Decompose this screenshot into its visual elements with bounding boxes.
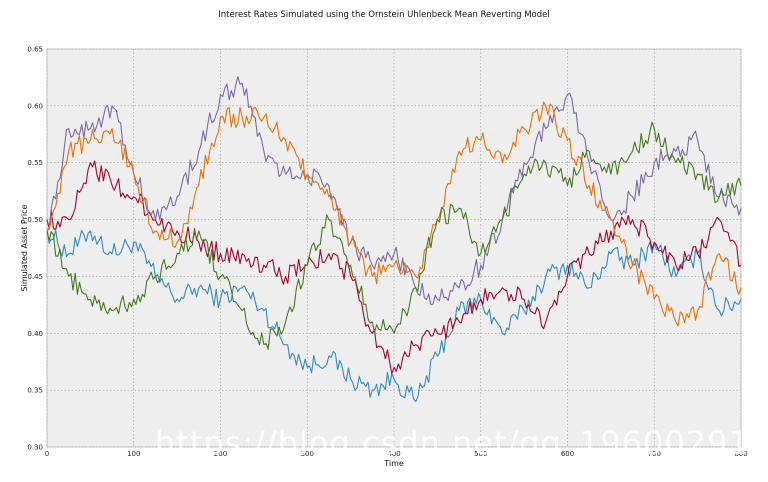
x-tick-label: 400 [387,450,400,458]
watermark-corner: @稀土掘金技术社区 [616,459,742,475]
y-tick-label: 0.55 [27,159,43,167]
grid [46,48,742,448]
series-blue-line [46,229,742,403]
x-tick-label: 300 [301,450,314,458]
y-axis: 0.30 0.35 0.40 0.45 0.50 0.55 0.60 0.65 [27,46,43,452]
series-green-line [46,121,742,350]
x-tick-label: 800 [734,450,747,458]
y-tick-label: 0.40 [27,330,43,338]
x-tick-label: 500 [474,450,487,458]
x-axis-label: Time [383,459,404,468]
y-tick-label: 0.65 [27,46,43,54]
y-tick-label: 0.30 [27,444,43,452]
chart-title: Interest Rates Simulated using the Ornst… [218,10,550,20]
series-layer [46,75,742,403]
x-tick-label: 200 [214,450,227,458]
x-tick-label: 100 [127,450,140,458]
y-tick-label: 0.45 [27,273,43,281]
x-tick-label: 0 [45,450,49,458]
x-tick-label: 700 [648,450,661,458]
y-tick-label: 0.35 [27,387,43,395]
series-orange-line [46,101,742,327]
x-tick-label: 600 [561,450,574,458]
series-red-line [46,160,742,375]
y-axis-label: Simulated Asset Price [20,204,29,291]
y-tick-label: 0.50 [27,216,43,224]
x-axis: 0 100 200 300 400 500 600 700 800 [45,450,748,458]
watermark-url: https://blog.csdn.net/qq_19600291 [155,424,750,462]
plot-area [46,48,742,448]
series-purple-line [46,75,742,306]
y-tick-label: 0.60 [27,102,43,110]
